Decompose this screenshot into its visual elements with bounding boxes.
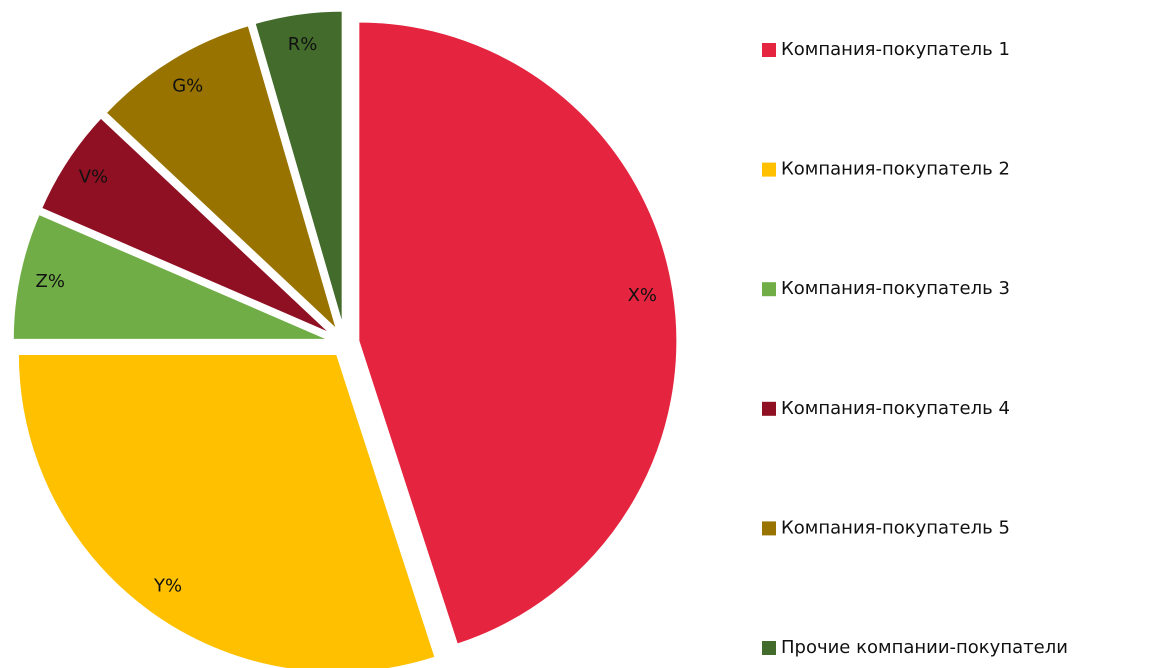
legend-swatch: [762, 43, 776, 57]
legend-label: Компания-покупатель 2: [781, 159, 1010, 180]
pie-slice: [102, 22, 342, 337]
legend-swatch: [762, 641, 776, 655]
legend-label: Компания-покупатель 1: [781, 39, 1010, 60]
slice-label: Z%: [36, 271, 65, 292]
pie-slice: [38, 114, 336, 338]
legend-swatch: [762, 521, 776, 536]
legend-label: Компания-покупатель 3: [781, 278, 1010, 299]
slice-label: X%: [628, 285, 657, 306]
slice-label: V%: [79, 167, 108, 188]
pie-slice: [356, 19, 680, 648]
legend-label: Компания-покупатель 5: [781, 517, 1010, 538]
pie-slice: [10, 211, 333, 342]
legend-swatch: [762, 162, 776, 177]
pie-slice: [15, 352, 439, 668]
pie-slice: [252, 8, 345, 331]
legend-label: Прочие компании-покупатели: [781, 637, 1068, 658]
legend-swatch: [762, 401, 776, 416]
legend-swatch: [762, 282, 776, 297]
legend-label: Компания-покупатель 4: [781, 398, 1010, 419]
slice-label: Y%: [153, 576, 182, 597]
slice-label: R%: [288, 34, 318, 55]
slice-label: G%: [172, 75, 203, 96]
